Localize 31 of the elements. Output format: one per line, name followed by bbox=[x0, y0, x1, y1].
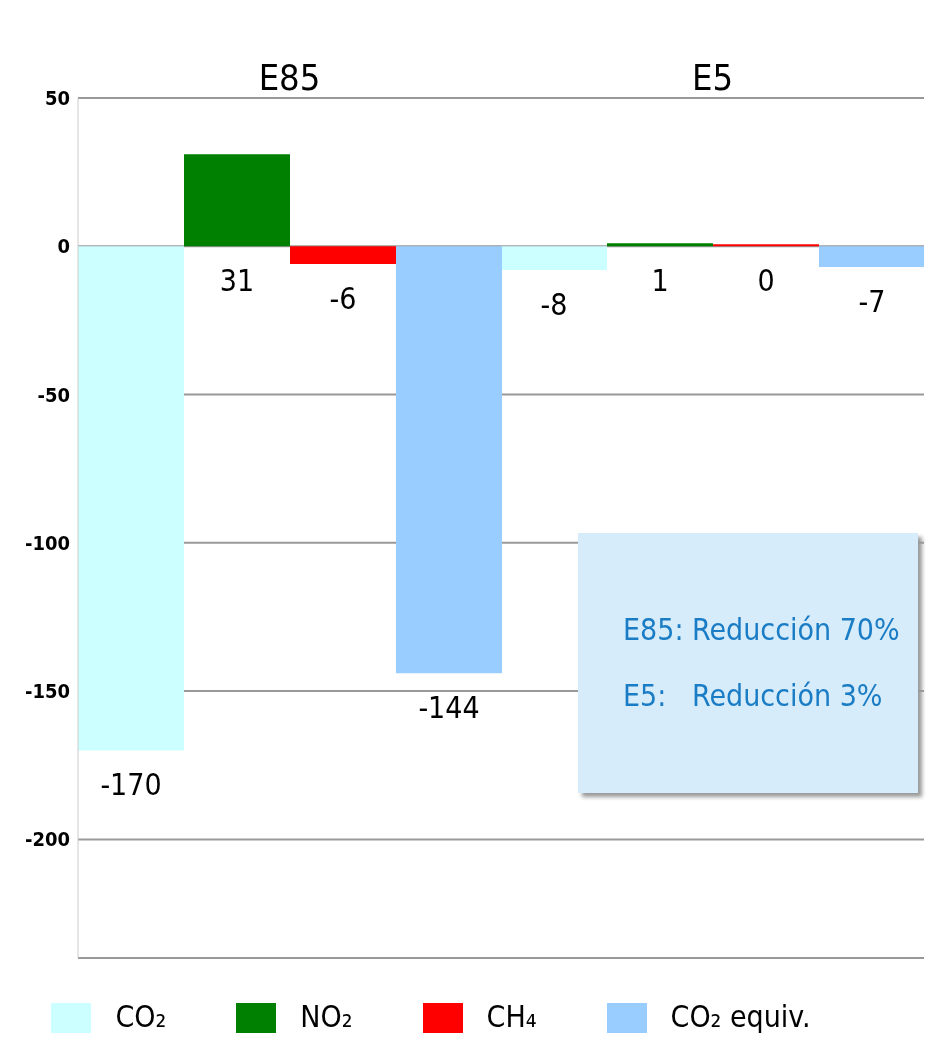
data-label: -144 bbox=[418, 690, 480, 726]
bar bbox=[78, 246, 184, 751]
annotation: E85: Reducción 70% bbox=[623, 611, 901, 649]
x-tick-label: E85 bbox=[258, 57, 321, 98]
legend-label: CO₂ bbox=[115, 998, 167, 1034]
note-box: E85: Reducción 70% E5: Reducción 3% bbox=[578, 533, 918, 793]
data-label: -6 bbox=[329, 281, 357, 317]
annotation: E5: Reducción 3% bbox=[623, 677, 884, 715]
bar bbox=[396, 246, 502, 674]
legend-label: CO₂ equiv. bbox=[670, 998, 811, 1034]
y-tick-label: -100 bbox=[24, 530, 70, 555]
y-tick-label: -200 bbox=[24, 827, 70, 852]
data-label: 31 bbox=[219, 263, 255, 299]
bar bbox=[607, 243, 713, 247]
bar bbox=[713, 244, 819, 247]
y-tick-label: 50 bbox=[44, 86, 70, 111]
data-label: -8 bbox=[540, 287, 568, 322]
data-label: -7 bbox=[858, 284, 886, 320]
data-label: 0 bbox=[757, 263, 775, 299]
y-tick-label: 0 bbox=[57, 234, 70, 259]
data-label: 1 bbox=[651, 263, 669, 299]
y-tick-label: -50 bbox=[37, 382, 70, 407]
y-tick-label: -150 bbox=[24, 679, 70, 704]
bar bbox=[290, 246, 396, 265]
bar bbox=[501, 246, 607, 270]
bar bbox=[184, 154, 290, 247]
x-tick-label: E5 bbox=[691, 57, 734, 98]
bar bbox=[819, 246, 924, 268]
legend-label: NO₂ bbox=[300, 998, 353, 1034]
legend-label: CH₄ bbox=[486, 998, 537, 1034]
data-label: -170 bbox=[100, 767, 162, 803]
